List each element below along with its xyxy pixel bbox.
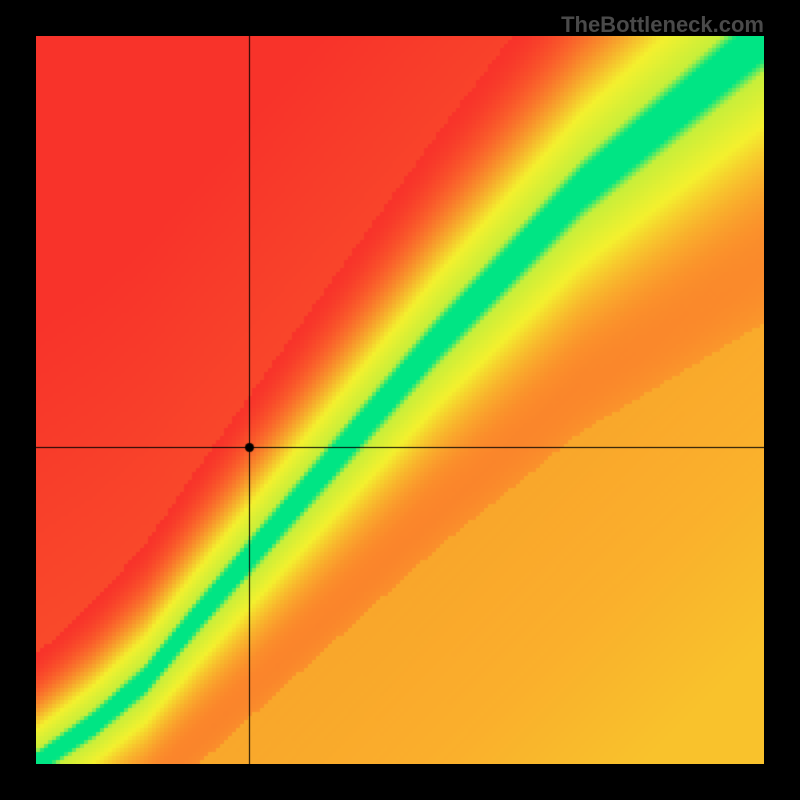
chart-container: { "source_watermark": { "text": "TheBott… xyxy=(0,0,800,800)
bottleneck-heatmap xyxy=(36,36,764,764)
source-watermark: TheBottleneck.com xyxy=(561,12,764,38)
